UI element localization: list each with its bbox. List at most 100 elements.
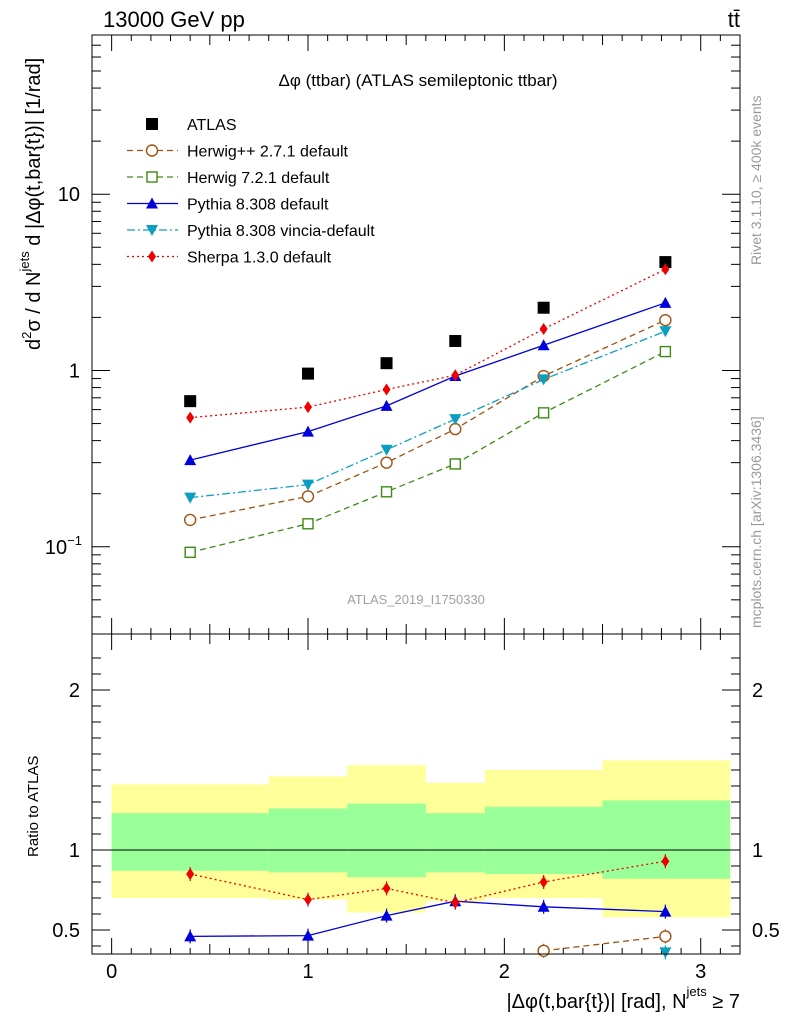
data-point	[661, 263, 670, 276]
series-herwig-7-2-1-default	[184, 345, 672, 559]
data-point	[186, 411, 195, 424]
data-point	[302, 425, 314, 437]
ratio-y-axis-label: Ratio to ATLAS	[25, 756, 42, 857]
main-y-tick-label: 10	[58, 184, 80, 206]
series-herwig-2-7-1-default	[183, 313, 672, 527]
series-line	[190, 351, 666, 553]
data-point	[380, 399, 393, 411]
ratio-point	[537, 944, 550, 957]
legend-label: Herwig 7.2.1 default	[187, 170, 330, 187]
ratio-y-tick-label-right: 0.5	[752, 920, 780, 942]
analysis-id: ATLAS_2019_I1750330	[347, 592, 485, 607]
series-atlas	[184, 256, 672, 408]
data-point	[659, 345, 672, 358]
legend-marker	[148, 250, 156, 263]
data-point	[380, 444, 393, 456]
data-point	[659, 256, 672, 269]
ratio-point	[451, 896, 460, 909]
data-point	[659, 313, 672, 327]
ratio-plot-frame	[91, 633, 741, 955]
ratio-uncertainty-bands	[111, 760, 731, 918]
series-line	[190, 330, 666, 499]
data-point	[449, 334, 462, 347]
band-green	[602, 800, 731, 879]
data-point	[449, 458, 461, 470]
ratio-y-tick-label-left: 0.5	[52, 920, 80, 942]
band-green	[425, 813, 485, 873]
legend-label: ATLAS	[187, 117, 237, 134]
series-pythia-8-308-vincia-default	[184, 326, 672, 504]
process-label: tt̄	[728, 7, 740, 32]
energy-label: 13000 GeV pp	[103, 7, 245, 32]
band-green	[484, 806, 603, 874]
ratio-series-line	[543, 935, 666, 952]
ratio-point	[659, 930, 672, 943]
ratio-y-tick-label-right: 1	[752, 840, 763, 862]
series-line	[190, 319, 666, 521]
data-point	[301, 490, 315, 503]
data-point	[380, 456, 393, 469]
legend: ATLAS Herwig++ 2.7.1 default Herwig 7.2.1 …	[127, 117, 375, 267]
legend-marker	[146, 171, 158, 183]
data-point	[304, 401, 312, 414]
data-point	[537, 407, 550, 419]
main-axis-ticks	[92, 34, 740, 634]
data-point	[449, 422, 462, 436]
x-tick-label: 3	[695, 961, 706, 983]
main-y-axis-label: d2σ / d Njets d |Δφ(t,bar{t})| [1/rad]	[17, 58, 45, 350]
data-point	[537, 301, 550, 314]
ratio-point	[382, 882, 391, 895]
main-y-tick-base: 10	[45, 537, 67, 559]
band-green	[347, 803, 426, 878]
ratio-point	[380, 909, 393, 921]
main-y-tick-exp: −1	[67, 533, 82, 548]
band-green	[268, 808, 348, 873]
rivet-label: Rivet 3.1.10, ≥ 400k events	[748, 95, 764, 265]
legend-entry-herwig-2-7-1-default: Herwig++ 2.7.1 default	[127, 144, 349, 161]
data-point	[184, 395, 197, 408]
main-y-tick-label: 1	[69, 360, 80, 382]
x-tick-label: 1	[302, 961, 313, 983]
legend-marker	[146, 118, 158, 130]
band-green	[111, 813, 269, 871]
ratio-point	[186, 868, 195, 880]
ratio-series-line	[190, 860, 666, 904]
data-point	[302, 518, 314, 530]
legend-entry-herwig-7-2-1-default: Herwig 7.2.1 default	[127, 170, 330, 187]
series-line	[190, 302, 666, 461]
ratio-point	[537, 900, 550, 912]
legend-entry-pythia-8-308-default: Pythia 8.308 default	[127, 197, 329, 214]
legend-entry-pythia-8-308-vincia-default: Pythia 8.308 vincia-default	[127, 223, 375, 240]
main-title: Δφ (ttbar) (ATLAS semileptonic ttbar)	[278, 71, 557, 90]
legend-marker	[146, 197, 158, 209]
ratio-series-pythia-8-308-vincia-default	[659, 945, 672, 960]
data-point	[183, 513, 197, 527]
legend-entry-atlas: ATLAS	[146, 117, 237, 134]
series-sherpa-1-3-0-default	[186, 263, 670, 424]
data-point	[537, 374, 550, 386]
data-point	[659, 296, 672, 308]
data-point	[380, 486, 393, 498]
legend-label: Herwig++ 2.7.1 default	[187, 144, 349, 161]
data-point	[302, 367, 314, 380]
ratio-y-tick-label-left: 1	[69, 840, 80, 862]
ratio-point	[302, 929, 314, 941]
source-label: mcplots.cern.ch [arXiv:1306.3436]	[748, 416, 764, 628]
x-tick-label: 0	[106, 961, 117, 983]
data-point	[380, 357, 393, 370]
ratio-y-tick-label-left: 2	[69, 680, 80, 702]
data-point	[659, 326, 672, 338]
legend-marker	[145, 144, 159, 157]
legend-marker	[146, 225, 158, 236]
data-point	[184, 454, 197, 466]
series-line	[190, 268, 666, 419]
data-point	[302, 479, 314, 491]
x-axis-label: |Δφ(t,bar{t})| [rad], Njets ≥ 7	[506, 984, 740, 1013]
ratio-point	[659, 947, 672, 959]
data-point	[451, 369, 460, 382]
ratio-point	[659, 905, 672, 917]
ratio-point	[539, 876, 548, 888]
data-point	[539, 322, 548, 335]
main-y-tick-label: 10−1	[45, 533, 82, 559]
